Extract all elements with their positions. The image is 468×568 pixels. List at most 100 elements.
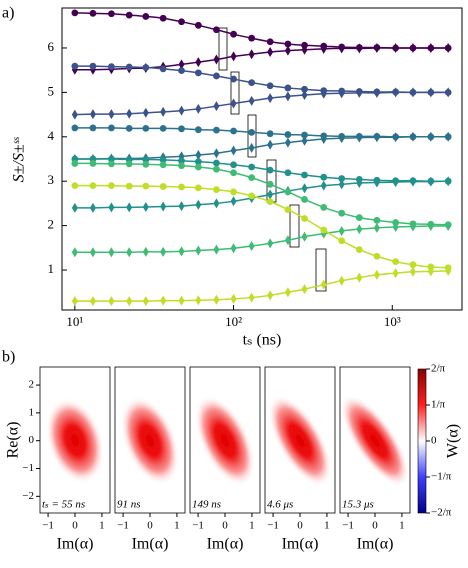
circle-marker <box>142 13 150 20</box>
diamond-marker <box>71 109 78 120</box>
x-tick-label: 10² <box>225 314 242 329</box>
diamond-marker <box>142 107 149 118</box>
diamond-marker <box>301 44 308 55</box>
box <box>315 248 327 292</box>
circle-marker <box>338 209 346 217</box>
fit-line <box>74 270 449 302</box>
diamond-marker <box>338 88 345 99</box>
circle-marker <box>230 188 237 196</box>
circle-marker <box>178 162 185 170</box>
circle-marker <box>142 124 150 132</box>
x-tick-label: −1 <box>117 520 129 532</box>
y-tick-label: 1 <box>48 261 55 276</box>
diamond-marker <box>338 133 345 144</box>
diamond-marker <box>230 98 237 109</box>
circle-marker <box>266 180 274 188</box>
diamond-marker <box>126 247 133 258</box>
diamond-marker <box>284 287 291 298</box>
x-tick-label: 0 <box>147 520 153 532</box>
diamond-marker <box>373 222 380 233</box>
fit-line <box>74 162 449 226</box>
x-tick-label: −1 <box>192 520 204 532</box>
colorbar-tick-label: −2/π <box>431 507 452 519</box>
diamond-marker <box>195 57 202 68</box>
diamond-marker <box>427 221 434 232</box>
diamond-marker <box>195 103 202 114</box>
circle-marker <box>108 124 115 132</box>
circle-marker <box>373 252 381 260</box>
diamond-marker <box>338 225 345 236</box>
diamond-marker <box>301 231 308 242</box>
circle-marker <box>213 26 220 34</box>
diamond-marker <box>445 87 452 98</box>
diamond-marker <box>142 201 149 212</box>
diamond-marker <box>284 45 291 56</box>
diamond-marker <box>108 109 115 120</box>
diamond-marker <box>126 202 133 213</box>
circle-marker <box>320 226 328 234</box>
heatmap-panel: 4.6 μs −1 0 1 Im(α) <box>264 366 336 553</box>
x-tick-label: 0 <box>372 520 378 532</box>
diamond-marker <box>356 43 363 54</box>
diamond-marker <box>392 221 399 232</box>
circle-marker <box>108 10 115 18</box>
diamond-marker <box>160 201 167 212</box>
diamond-marker <box>445 131 452 142</box>
diamond-marker <box>178 295 185 306</box>
diamond-marker <box>108 247 115 258</box>
box <box>218 27 228 71</box>
diamond-marker <box>230 196 237 207</box>
box <box>230 71 240 115</box>
circle-marker <box>125 124 133 132</box>
diamond-marker <box>267 290 274 301</box>
diamond-marker <box>356 272 363 283</box>
circle-marker <box>142 160 150 168</box>
circle-marker <box>338 175 346 182</box>
circle-marker <box>71 124 79 132</box>
fit-line <box>74 12 449 49</box>
circle-marker <box>320 204 328 211</box>
colorbar-tick-label: −1/π <box>431 471 452 483</box>
circle-marker <box>230 30 237 38</box>
diamond-marker <box>409 176 416 187</box>
heatmap-panel: 91 ns −1 0 1 Im(α) <box>114 366 186 553</box>
circle-marker <box>301 215 308 222</box>
diamond-marker <box>178 246 185 257</box>
diamond-marker <box>248 241 255 252</box>
circle-marker <box>194 184 202 192</box>
diamond-marker <box>445 221 452 232</box>
circle-marker <box>284 169 292 177</box>
circle-marker <box>213 186 220 194</box>
colorbar-tick-label: 1/π <box>431 399 446 411</box>
circle-marker <box>108 160 115 168</box>
circle-marker <box>178 183 185 191</box>
diamond-marker <box>267 238 274 249</box>
panel-time-label: tₛ = 55 ns <box>42 499 85 511</box>
diamond-marker <box>108 296 115 307</box>
circle-marker <box>230 127 237 135</box>
x-axis-label: Im(α) <box>207 536 244 553</box>
diamond-marker <box>301 183 308 194</box>
y-tick-label: 2 <box>48 217 55 232</box>
x-tick-label: 0 <box>297 520 303 532</box>
diamond-marker <box>195 245 202 256</box>
y-axis-label: Re(α) <box>5 422 22 459</box>
circle-marker <box>266 166 274 174</box>
diamond-marker <box>126 108 133 119</box>
circle-marker <box>213 159 220 167</box>
diamond-marker <box>320 43 327 54</box>
circle-marker <box>266 38 274 46</box>
diamond-marker <box>356 224 363 235</box>
x-tick-label: −1 <box>267 520 279 532</box>
circle-marker <box>213 126 220 134</box>
diamond-marker <box>427 176 434 187</box>
x-tick-label: 10¹ <box>66 314 83 329</box>
circle-marker <box>248 128 256 136</box>
circle-marker <box>301 131 308 139</box>
y-tick-label: 2 <box>29 379 35 391</box>
fit-line <box>74 225 449 254</box>
diamond-marker <box>409 266 416 277</box>
circle-marker <box>159 156 167 164</box>
colorbar-tick-label: 0 <box>431 435 437 447</box>
circle-marker <box>373 216 381 224</box>
